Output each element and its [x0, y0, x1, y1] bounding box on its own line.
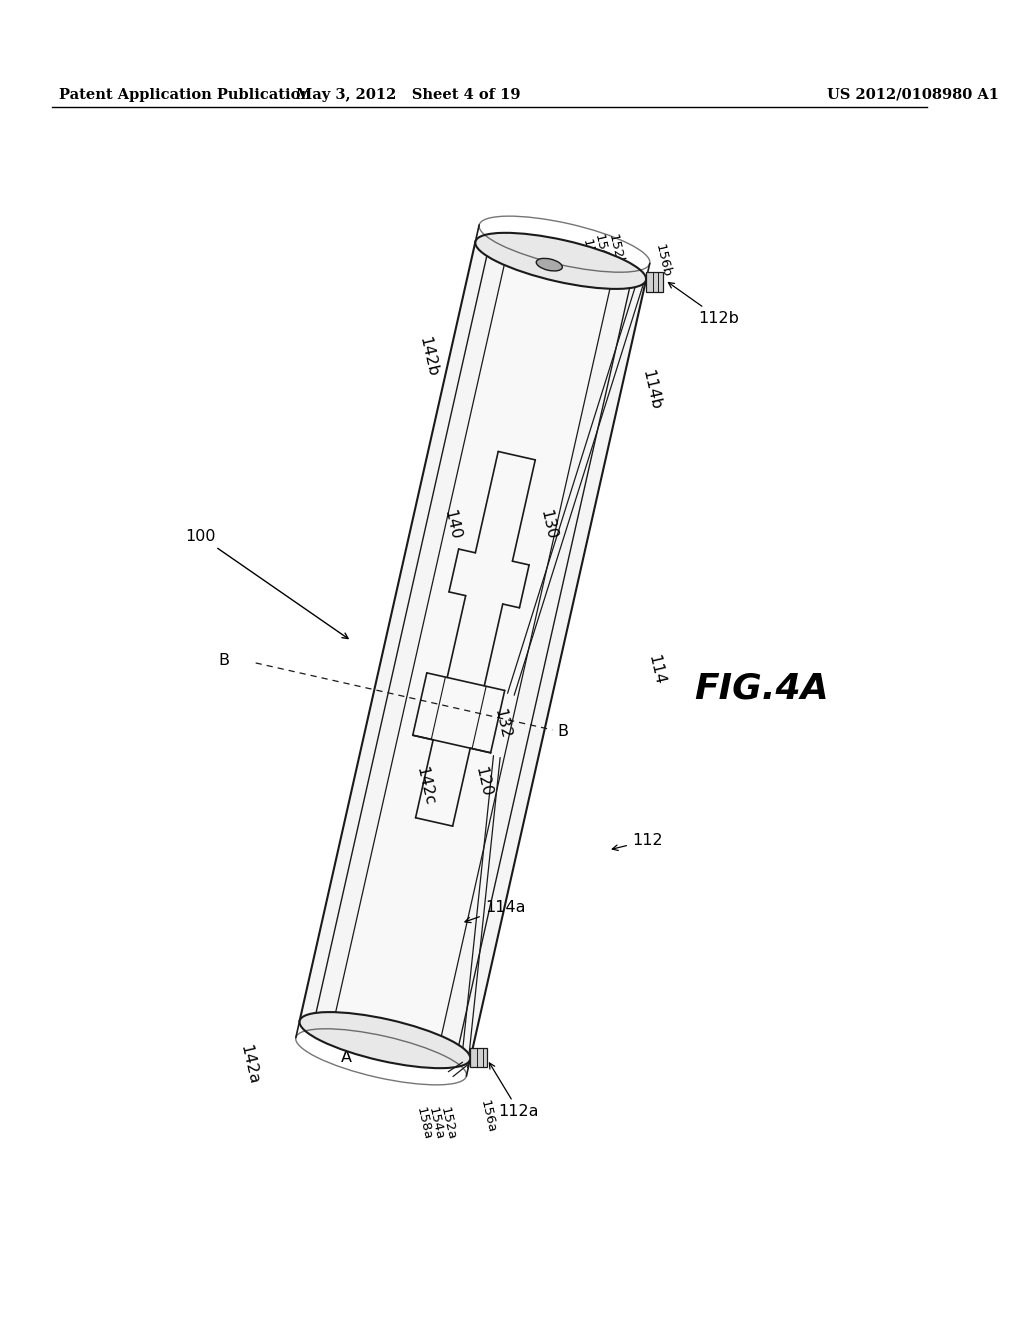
Polygon shape: [300, 242, 646, 1060]
Text: A: A: [341, 1049, 351, 1065]
Text: A: A: [512, 236, 522, 251]
Bar: [646, 272, 664, 292]
Text: 142a: 142a: [238, 1043, 261, 1086]
Text: 120: 120: [472, 766, 494, 799]
Text: 152a: 152a: [437, 1105, 458, 1140]
Text: 154b: 154b: [592, 234, 612, 269]
Text: 114a: 114a: [465, 900, 525, 923]
Text: B: B: [218, 652, 229, 668]
Text: 112b: 112b: [669, 282, 739, 326]
Text: US 2012/0108980 A1: US 2012/0108980 A1: [826, 88, 998, 102]
Text: B: B: [557, 725, 568, 739]
Text: FIG.4A: FIG.4A: [693, 672, 828, 705]
Text: 152b: 152b: [605, 234, 626, 269]
Text: 154a: 154a: [426, 1105, 446, 1140]
Text: 142c: 142c: [413, 766, 436, 808]
Text: 112a: 112a: [489, 1063, 540, 1119]
Text: 112: 112: [612, 833, 663, 850]
Polygon shape: [332, 249, 613, 1052]
Text: 114: 114: [646, 653, 668, 686]
Text: Patent Application Publication: Patent Application Publication: [59, 88, 311, 102]
Text: 100: 100: [185, 529, 348, 639]
Text: 158a: 158a: [414, 1105, 434, 1140]
Text: 132: 132: [490, 708, 512, 741]
Text: 130: 130: [538, 508, 559, 541]
Ellipse shape: [537, 259, 562, 271]
Bar: [470, 1048, 487, 1067]
Text: 156b: 156b: [653, 243, 673, 279]
Text: 158b: 158b: [580, 238, 600, 273]
Text: 142b: 142b: [416, 335, 439, 379]
Ellipse shape: [475, 232, 646, 289]
Text: 140: 140: [441, 508, 463, 541]
Ellipse shape: [299, 1012, 470, 1068]
Text: 114b: 114b: [639, 368, 663, 412]
Text: May 3, 2012   Sheet 4 of 19: May 3, 2012 Sheet 4 of 19: [296, 88, 521, 102]
Text: 156a: 156a: [477, 1098, 498, 1134]
